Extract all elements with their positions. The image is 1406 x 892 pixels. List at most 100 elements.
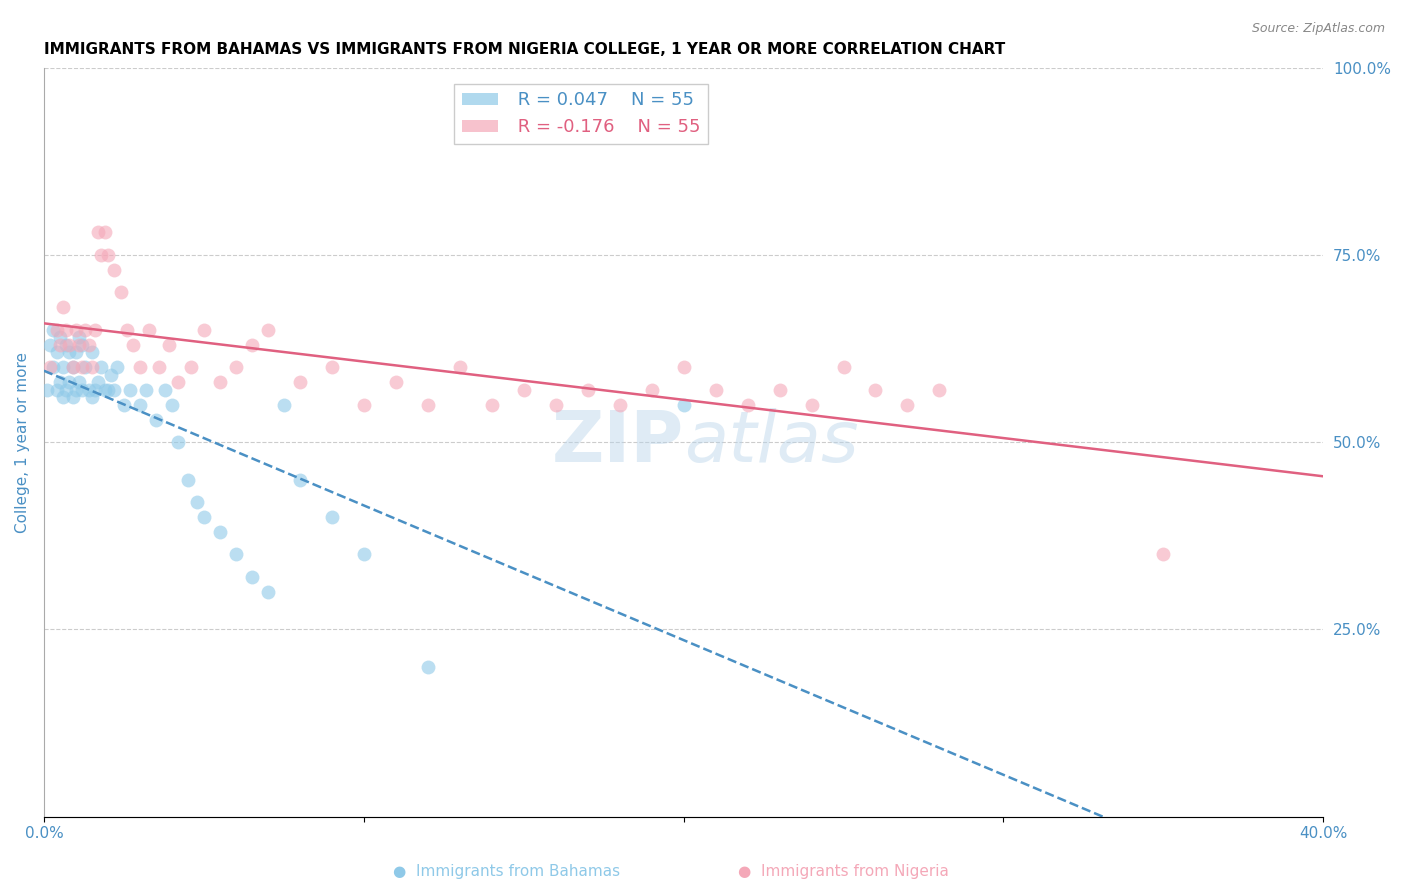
Point: [240, 570, 263, 584]
Point: [45, 323, 67, 337]
Point: [138, 323, 160, 337]
Point: [103, 383, 125, 397]
Point: [384, 375, 406, 389]
Text: Source: ZipAtlas.com: Source: ZipAtlas.com: [1251, 22, 1385, 36]
Point: [135, 383, 157, 397]
Point: [115, 323, 138, 337]
Point: [145, 412, 167, 426]
Point: [39, 338, 62, 352]
Point: [416, 398, 439, 412]
Point: [72, 338, 94, 352]
Point: [58, 338, 80, 352]
Point: [49, 375, 72, 389]
Point: [93, 226, 115, 240]
Point: [321, 510, 343, 524]
Point: [67, 375, 90, 389]
Point: [62, 390, 84, 404]
Point: [55, 323, 77, 337]
Point: [544, 398, 567, 412]
Point: [512, 383, 534, 397]
Point: [225, 360, 247, 375]
Point: [87, 226, 110, 240]
Point: [72, 360, 94, 375]
Point: [100, 368, 122, 382]
Point: [90, 248, 112, 262]
Point: [180, 360, 202, 375]
Point: [288, 473, 311, 487]
Point: [481, 398, 503, 412]
Point: [75, 323, 97, 337]
Point: [800, 398, 823, 412]
Point: [72, 383, 94, 397]
Point: [52, 301, 75, 315]
Point: [90, 360, 112, 375]
Point: [65, 323, 87, 337]
Point: [52, 390, 75, 404]
Point: [75, 360, 97, 375]
Point: [103, 263, 125, 277]
Point: [672, 360, 695, 375]
Point: [640, 383, 662, 397]
Point: [42, 360, 65, 375]
Point: [52, 360, 75, 375]
Point: [240, 338, 263, 352]
Point: [157, 338, 180, 352]
Point: [49, 338, 72, 352]
Point: [107, 360, 129, 375]
Point: [39, 360, 62, 375]
Point: [160, 398, 183, 412]
Point: [208, 375, 231, 389]
Text: atlas: atlas: [683, 408, 858, 476]
Point: [112, 398, 135, 412]
Point: [321, 360, 343, 375]
Point: [93, 383, 115, 397]
Point: [87, 375, 110, 389]
Point: [120, 383, 142, 397]
Point: [167, 435, 190, 450]
Point: [148, 360, 170, 375]
Point: [416, 660, 439, 674]
Point: [672, 398, 695, 412]
Point: [193, 323, 215, 337]
Point: [77, 383, 100, 397]
Point: [273, 398, 295, 412]
Point: [77, 338, 100, 352]
Point: [768, 383, 790, 397]
Point: [58, 345, 80, 359]
Point: [449, 360, 471, 375]
Point: [576, 383, 599, 397]
Point: [609, 398, 631, 412]
Point: [737, 398, 759, 412]
Point: [1152, 548, 1174, 562]
Point: [62, 360, 84, 375]
Point: [122, 338, 145, 352]
Point: [896, 398, 918, 412]
Point: [67, 338, 90, 352]
Point: [704, 383, 727, 397]
Point: [193, 510, 215, 524]
Point: [67, 330, 90, 344]
Text: ●  Immigrants from Nigeria: ● Immigrants from Nigeria: [738, 863, 949, 879]
Point: [80, 360, 103, 375]
Point: [84, 323, 107, 337]
Point: [58, 375, 80, 389]
Point: [928, 383, 950, 397]
Point: [35, 383, 58, 397]
Point: [110, 285, 132, 300]
Point: [186, 495, 208, 509]
Point: [256, 585, 278, 599]
Point: [97, 248, 120, 262]
Point: [80, 345, 103, 359]
Point: [208, 524, 231, 539]
Y-axis label: College, 1 year or more: College, 1 year or more: [15, 351, 30, 533]
Point: [353, 548, 375, 562]
Point: [97, 383, 120, 397]
Text: ZIP: ZIP: [551, 408, 683, 476]
Point: [832, 360, 855, 375]
Point: [128, 398, 150, 412]
Point: [45, 345, 67, 359]
Point: [65, 345, 87, 359]
Point: [288, 375, 311, 389]
Point: [80, 390, 103, 404]
Text: ●  Immigrants from Bahamas: ● Immigrants from Bahamas: [392, 863, 620, 879]
